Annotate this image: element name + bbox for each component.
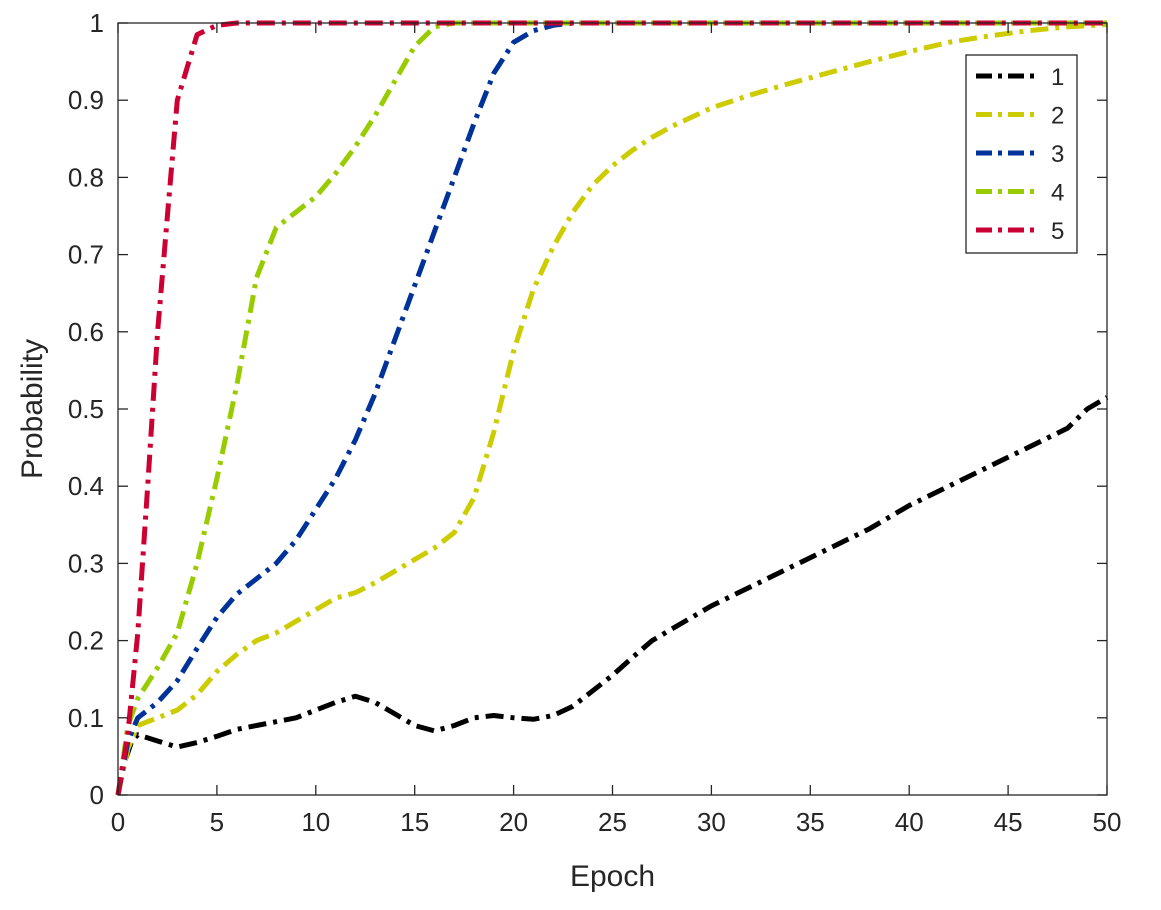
x-tick-label-0: 0 xyxy=(111,807,125,837)
series-line-2 xyxy=(115,22,1108,796)
y-tick-label-10: 1 xyxy=(90,8,104,38)
x-tick-label-6: 30 xyxy=(697,807,726,837)
series-line-1 xyxy=(115,395,1109,796)
legend-label-4: 4 xyxy=(1051,180,1064,207)
legend-label-3: 3 xyxy=(1051,141,1064,168)
legend-label-1: 1 xyxy=(1051,64,1064,91)
y-tick-label-3: 0.3 xyxy=(68,548,104,578)
x-tick-label-2: 10 xyxy=(301,807,330,837)
series-line-4 xyxy=(115,20,1107,796)
x-tick-label-9: 45 xyxy=(994,807,1023,837)
y-tick-label-0: 0 xyxy=(90,780,104,810)
x-tick-label-4: 20 xyxy=(499,807,528,837)
x-axis-label: Epoch xyxy=(570,860,655,893)
x-tick-label-7: 35 xyxy=(796,807,825,837)
x-axis-tick-labels: 0 5 10 15 20 25 30 35 40 45 50 xyxy=(111,807,1122,837)
series-line-3 xyxy=(115,20,1107,796)
y-tick-label-7: 0.7 xyxy=(68,240,104,270)
x-tick-label-1: 5 xyxy=(210,807,224,837)
y-tick-label-4: 0.4 xyxy=(68,471,104,501)
y-tick-label-5: 0.5 xyxy=(68,394,104,424)
legend: 1 2 3 4 5 xyxy=(965,54,1078,254)
x-tick-label-5: 25 xyxy=(598,807,627,837)
x-tick-label-10: 50 xyxy=(1093,807,1122,837)
x-tick-label-8: 40 xyxy=(895,807,924,837)
y-tick-label-2: 0.2 xyxy=(68,626,104,656)
y-tick-label-9: 0.9 xyxy=(68,85,104,115)
series-line-5 xyxy=(115,20,1107,796)
y-axis-tick-labels: 0 0.1 0.2 0.3 0.4 0.5 0.6 0.7 0.8 0.9 1 xyxy=(68,8,104,810)
x-tick-label-3: 15 xyxy=(400,807,429,837)
legend-label-2: 2 xyxy=(1051,103,1064,130)
legend-label-5: 5 xyxy=(1051,218,1064,245)
axis-ticks xyxy=(117,22,1108,796)
y-tick-label-1: 0.1 xyxy=(68,703,104,733)
y-axis-label: Probability xyxy=(16,339,49,479)
y-tick-label-8: 0.8 xyxy=(68,162,104,192)
y-tick-label-6: 0.6 xyxy=(68,317,104,347)
series-layer xyxy=(115,20,1109,796)
